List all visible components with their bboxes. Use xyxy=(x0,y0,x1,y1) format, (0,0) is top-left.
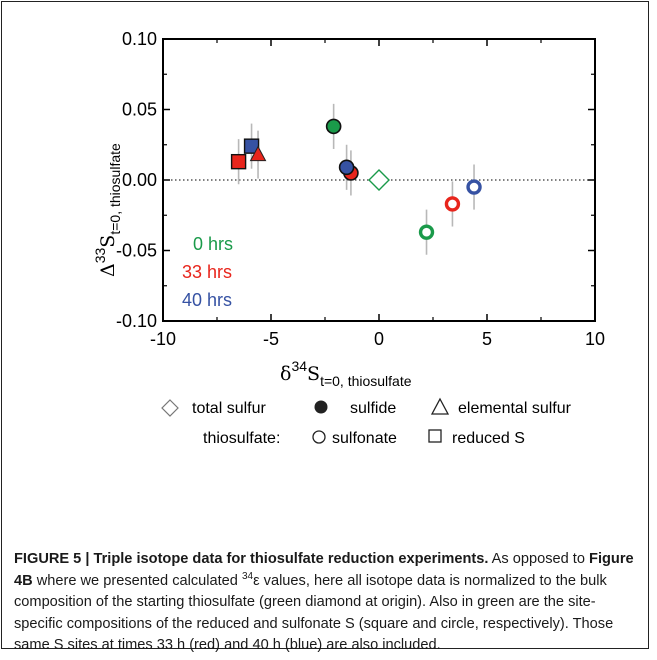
data-point-reduced-s xyxy=(230,153,247,170)
x-tick-label: -5 xyxy=(263,329,279,349)
legend-square-icon xyxy=(428,429,442,443)
data-point-total-sulfur xyxy=(368,169,390,191)
error-bars xyxy=(237,103,475,255)
figure-panel: -10 -5 0 5 10 -0.10 -0.05 0.00 0.05 0.10 0 hrs 3… xyxy=(1,1,649,653)
caption-superscript: 34 xyxy=(241,570,254,582)
legend-label-total-sulfur: total sulfur xyxy=(192,400,266,417)
axis-ticks xyxy=(162,38,596,322)
legend-label-sulfide: sulfide xyxy=(350,400,396,417)
y-tick-label: 0.00 xyxy=(122,170,157,190)
data-point-sulfonate xyxy=(444,196,461,212)
x-tick-label: 5 xyxy=(482,329,492,349)
legend-label-sulfonate: sulfonate xyxy=(332,430,397,447)
legend-open-circle-icon xyxy=(312,430,326,444)
data-point-reduced-s xyxy=(243,138,260,154)
y-tick-label: 0.05 xyxy=(122,100,157,120)
y-tick-label: -0.10 xyxy=(116,311,157,331)
legend-diamond-icon xyxy=(161,399,179,417)
x-tick-labels: -10 -5 0 5 10 xyxy=(150,329,605,349)
figure-caption: FIGURE 5 | Triple isotope data for thios… xyxy=(14,549,644,657)
data-markers xyxy=(230,118,482,240)
x-tick-label: -10 xyxy=(150,329,176,349)
data-point-elemental-sulfur xyxy=(249,145,267,162)
caption-text-a: As opposed to xyxy=(488,551,590,567)
x-tick-label: 10 xyxy=(585,329,605,349)
legend-filled-circle-icon xyxy=(314,400,328,414)
legend-label-elemental-sulfur: elemental sulfur xyxy=(458,400,572,417)
legend: total sulfur sulfide elemental sulfur th… xyxy=(161,397,572,447)
y-tick-label: -0.05 xyxy=(116,241,157,261)
caption-title: FIGURE 5 | Triple isotope data for thios… xyxy=(14,551,489,567)
legend-label-reduced-s: reduced S xyxy=(452,430,525,447)
data-point-sulfide xyxy=(325,118,342,135)
scatter-chart: -10 -5 0 5 10 -0.10 -0.05 0.00 0.05 0.10 0 hrs 3… xyxy=(92,29,605,447)
x-tick-label: 0 xyxy=(374,329,384,349)
data-point-sulfonate xyxy=(466,179,482,195)
time-label-40hrs: 40 hrs xyxy=(182,290,232,310)
legend-triangle-icon xyxy=(430,397,450,415)
y-tick-label: 0.10 xyxy=(122,29,157,49)
caption-figure-ref: Figure 4B xyxy=(14,551,634,589)
y-tick-labels: -0.10 -0.05 0.00 0.05 0.10 xyxy=(116,29,157,331)
time-label-33hrs: 33 hrs xyxy=(182,262,232,282)
legend-label-thiosulfate: thiosulfate: xyxy=(203,430,280,447)
data-point-sulfonate xyxy=(418,224,435,240)
caption-text-b: where we presented calculated xyxy=(32,572,242,589)
caption-text-c: ε values, here all isotope data is norma… xyxy=(14,572,614,654)
time-label-0hrs: 0 hrs xyxy=(193,234,233,254)
y-axis-title: Δ33St=0, thiosulfate xyxy=(92,143,123,277)
x-axis-title: δ34St=0, thiosulfate xyxy=(280,358,412,389)
data-point-sulfide xyxy=(338,159,355,176)
